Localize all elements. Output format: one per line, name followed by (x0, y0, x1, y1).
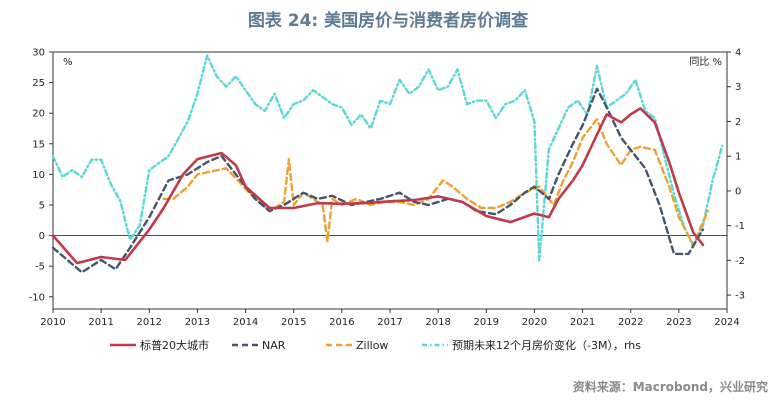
right-unit-label: 同比 % (689, 56, 722, 68)
left-tick-label: 30 (32, 48, 45, 59)
left-unit-label: % (63, 57, 73, 68)
legend-label: 预期未来12个月房价变化（-3M），rhs (452, 338, 641, 352)
x-tick-label: 2024 (714, 317, 739, 328)
legend-label: Zillow (356, 339, 388, 352)
legend-label: NAR (262, 339, 286, 352)
x-tick-label: 2018 (425, 317, 450, 328)
x-tick-label: 2017 (377, 317, 402, 328)
right-tick-label: -1 (735, 221, 745, 232)
series-line-0 (51, 107, 705, 265)
legend-label: 标普20大城市 (140, 338, 209, 352)
x-tick-label: 2021 (570, 317, 595, 328)
left-tick-label: 0 (39, 231, 45, 242)
x-tick-label: 2016 (329, 317, 354, 328)
x-tick-label: 2010 (40, 317, 65, 328)
chart-title: 图表 24: 美国房价与消费者房价调查 (247, 11, 529, 31)
left-axis: -10 -5 0 5 10 15 20 25 30 (29, 48, 53, 303)
right-tick-label: 4 (735, 48, 741, 59)
right-tick-label: 0 (735, 186, 741, 197)
right-tick-label: 3 (735, 82, 741, 93)
x-tick-label: 2022 (618, 317, 643, 328)
x-tick-label: 2013 (185, 317, 210, 328)
x-tick-label: 2015 (281, 317, 306, 328)
x-tick-label: 2014 (233, 317, 258, 328)
left-tick-label: 10 (32, 170, 45, 181)
series-layer (51, 54, 724, 274)
x-tick-label: 2023 (666, 317, 691, 328)
series-line-3 (51, 54, 724, 262)
source-note: 资料来源：Macrobond，兴业研究 (572, 380, 768, 394)
x-tick-label: 2011 (88, 317, 113, 328)
right-axis: -3 -2 -1 0 1 2 3 4 (727, 48, 745, 302)
left-tick-label: -5 (35, 262, 45, 273)
left-tick-label: -10 (29, 292, 45, 303)
left-tick-label: 15 (32, 139, 45, 150)
left-tick-label: 25 (32, 78, 45, 89)
left-tick-label: 5 (39, 200, 45, 211)
x-tick-label: 2019 (474, 317, 499, 328)
x-tick-label: 2012 (137, 317, 162, 328)
right-tick-label: -3 (735, 291, 745, 302)
left-tick-label: 20 (32, 109, 45, 120)
right-tick-label: 2 (735, 117, 741, 128)
series-line-2 (162, 118, 709, 247)
legend: 标普20大城市 NAR Zillow 预期未来12个月房价变化（-3M），rhs (110, 338, 641, 352)
plot-frame (52, 51, 728, 310)
x-tick-label: 2020 (522, 317, 547, 328)
right-tick-label: -2 (735, 256, 745, 267)
x-axis: 2010 2011 2012 2013 2014 2015 2016 2017 2018 2019… (40, 309, 740, 328)
series-line-1 (51, 87, 705, 274)
right-tick-label: 1 (735, 152, 741, 163)
